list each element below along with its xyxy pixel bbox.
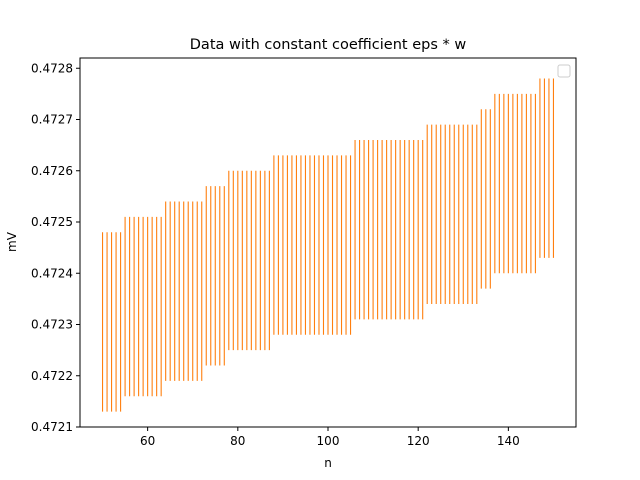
y-axis-label: mV [5, 231, 19, 252]
chart-title: Data with constant coefficient eps * w [190, 37, 467, 53]
legend-box [557, 64, 571, 78]
x-axis-ticks: 60 80 100 120 140 [140, 427, 520, 448]
x-tick-label: 80 [230, 434, 245, 448]
legend [557, 64, 571, 78]
x-tick-label: 60 [140, 434, 155, 448]
y-tick-label: 0.4725 [31, 215, 73, 229]
x-tick-label: 140 [497, 434, 520, 448]
y-tick-label: 0.4726 [31, 164, 73, 178]
y-tick-label: 0.4722 [31, 369, 73, 383]
y-tick-label: 0.4727 [31, 113, 73, 127]
y-tick-label: 0.4728 [31, 61, 73, 75]
x-tick-label: 100 [317, 434, 340, 448]
y-axis-ticks: 0.4721 0.4722 0.4723 0.4724 0.4725 0.4726 0.47… [31, 61, 80, 434]
x-axis-label: n [324, 456, 332, 470]
x-tick-label: 120 [407, 434, 430, 448]
y-tick-label: 0.4723 [31, 318, 73, 332]
y-tick-label: 0.4721 [31, 420, 73, 434]
errorbar-series [101, 78, 555, 412]
y-tick-label: 0.4724 [31, 266, 73, 280]
